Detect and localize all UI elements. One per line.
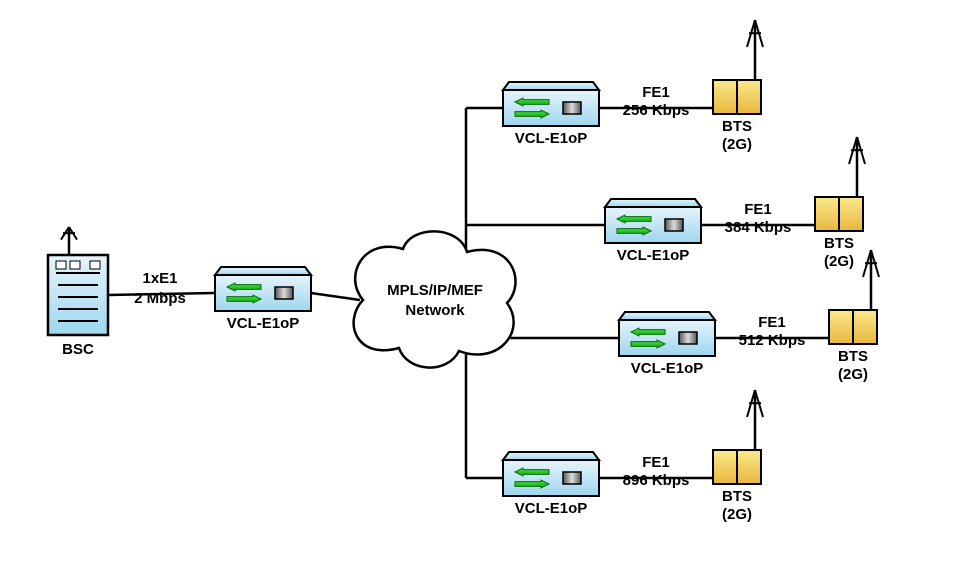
right-device-1 (605, 199, 701, 243)
link-bottom-3: 896 Kbps (623, 472, 690, 489)
bts-label2-1: (2G) (824, 253, 854, 270)
cloud-line1: MPLS/IP/MEF (387, 282, 483, 299)
right-device-0 (503, 82, 599, 126)
link-bottom-1: 384 Kbps (725, 219, 792, 236)
bts-label1-1: BTS (824, 235, 854, 252)
right-device-3 (503, 452, 599, 496)
right-device-label-3: VCL-E1oP (515, 500, 588, 517)
link-leftdev-cloud (311, 293, 360, 300)
bts-1 (815, 137, 865, 231)
right-device-2 (619, 312, 715, 356)
bts-label2-0: (2G) (722, 136, 752, 153)
bts-0-antenna (747, 20, 763, 80)
right-device-label-0: VCL-E1oP (515, 130, 588, 147)
right-device-label-1: VCL-E1oP (617, 247, 690, 264)
link-bsc-top: 1xE1 (142, 270, 177, 287)
link-top-2: FE1 (758, 314, 786, 331)
bts-0 (713, 20, 763, 114)
bts-label1-0: BTS (722, 118, 752, 135)
bts-label1-3: BTS (722, 488, 752, 505)
bts-2-antenna (863, 250, 879, 310)
bts-label2-2: (2G) (838, 366, 868, 383)
bts-1-antenna (849, 137, 865, 197)
link-top-1: FE1 (744, 201, 772, 218)
bsc-label: BSC (62, 341, 94, 358)
link-bottom-2: 512 Kbps (739, 332, 806, 349)
right-device-label-2: VCL-E1oP (631, 360, 704, 377)
bts-label2-3: (2G) (722, 506, 752, 523)
bts-3-antenna (747, 390, 763, 450)
link-top-0: FE1 (642, 84, 670, 101)
bsc-antenna (61, 227, 77, 255)
bts-3 (713, 390, 763, 484)
left-device (215, 267, 311, 311)
bsc-device (48, 227, 108, 335)
cloud-shape (354, 231, 516, 367)
link-top-3: FE1 (642, 454, 670, 471)
cloud-line2: Network (405, 302, 464, 319)
left-device-label: VCL-E1oP (227, 315, 300, 332)
link-bsc-bottom: 2 Mbps (134, 290, 186, 307)
bts-label1-2: BTS (838, 348, 868, 365)
link-bottom-0: 256 Kbps (623, 102, 690, 119)
